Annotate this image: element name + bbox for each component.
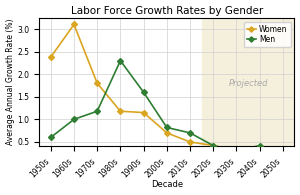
- Title: Labor Force Growth Rates by Gender: Labor Force Growth Rates by Gender: [71, 5, 263, 16]
- Women: [258, 154, 261, 157]
- Women: [188, 141, 192, 143]
- Women: [212, 144, 215, 147]
- Line: Men: Men: [49, 58, 285, 158]
- Men: [95, 110, 99, 112]
- Women: [281, 149, 285, 152]
- Women: [95, 82, 99, 84]
- Men: [235, 150, 238, 152]
- Line: Women: Women: [49, 22, 285, 158]
- Men: [281, 154, 285, 157]
- Women: [142, 111, 146, 114]
- X-axis label: Decade: Decade: [151, 180, 183, 190]
- Text: Projected: Projected: [228, 79, 268, 88]
- Men: [212, 144, 215, 147]
- Bar: [202, 18, 294, 146]
- Y-axis label: Average Annual Growth Rate (%): Average Annual Growth Rate (%): [6, 19, 15, 145]
- Men: [165, 126, 169, 129]
- Men: [188, 132, 192, 134]
- Women: [118, 110, 122, 112]
- Legend: Women, Men: Women, Men: [244, 21, 291, 47]
- Men: [142, 91, 146, 93]
- Men: [118, 59, 122, 62]
- Women: [165, 132, 169, 134]
- Men: [72, 118, 76, 121]
- Women: [49, 56, 52, 58]
- Men: [49, 136, 52, 139]
- Women: [235, 149, 238, 152]
- Women: [72, 23, 76, 26]
- Men: [258, 144, 261, 147]
